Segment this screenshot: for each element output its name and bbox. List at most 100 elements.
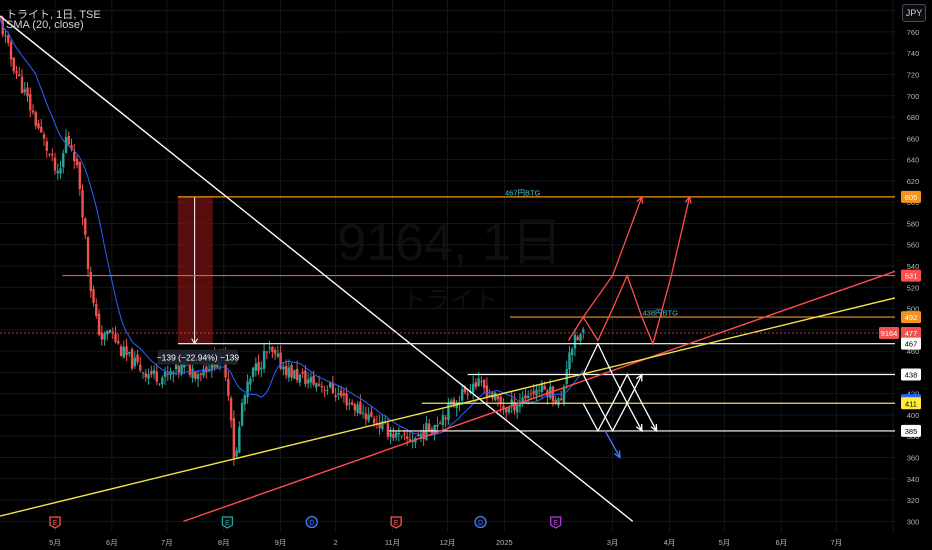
candle-body: [433, 424, 436, 436]
candle-body: [89, 271, 92, 291]
candle-body: [306, 379, 310, 384]
trendline-white: [0, 15, 634, 522]
candle-body: [304, 370, 307, 385]
price-badge-bg: [901, 311, 921, 324]
event-marker-earnings: [550, 516, 562, 529]
candle-body: [339, 390, 343, 397]
candle-body: [117, 341, 120, 344]
candle-body: [543, 385, 546, 390]
candle-body: [86, 237, 90, 270]
candle-body: [18, 74, 21, 76]
candle-body: [4, 35, 7, 37]
candle-body: [78, 162, 81, 190]
candle-body: [7, 35, 10, 43]
candle-body: [392, 434, 395, 439]
y-tick-label: 560: [907, 241, 920, 250]
candle-body: [155, 371, 159, 382]
candle-body: [378, 422, 381, 429]
currency-button[interactable]: JPY: [902, 4, 926, 22]
candle-body: [524, 395, 527, 399]
candle-body: [441, 415, 445, 425]
price-badge-bg: [901, 269, 921, 282]
event-marker-earnings: [221, 516, 234, 529]
candle-body: [246, 381, 249, 397]
candle-body: [282, 366, 285, 370]
candle-body: [315, 382, 318, 388]
price-badge-bg: [901, 327, 921, 340]
candle-body: [29, 93, 32, 111]
candle-body: [507, 406, 511, 413]
candle-body: [337, 393, 340, 395]
candle-body: [163, 371, 167, 377]
candle-body: [12, 57, 15, 72]
grid: [0, 0, 895, 532]
candle-body: [551, 386, 555, 402]
y-tick-label: 320: [907, 496, 920, 505]
candle-body: [359, 402, 362, 415]
candle-body: [557, 398, 560, 406]
event-marker-earnings: [390, 516, 402, 529]
candle-body: [9, 41, 13, 60]
candle-body: [191, 368, 194, 378]
x-tick-label: 6月: [775, 538, 787, 547]
candle-body: [488, 395, 491, 397]
x-tick-label: 2: [334, 538, 338, 547]
candle-body: [342, 393, 346, 396]
candle-body: [15, 70, 18, 74]
candle-body: [202, 368, 205, 376]
candle-body: [166, 373, 170, 375]
y-tick-label: 460: [907, 347, 920, 356]
candle-body: [444, 417, 447, 420]
x-tick-label: 9月: [275, 538, 287, 547]
candle-body: [227, 378, 230, 396]
candle-body: [268, 347, 271, 349]
candle-body: [31, 110, 35, 113]
candle-body: [273, 350, 277, 354]
scenario-arrowhead: [650, 423, 658, 433]
price-badge-label: 467: [905, 340, 918, 349]
candle-body: [422, 431, 425, 440]
y-tick-label: 760: [907, 28, 920, 37]
price-badge-label: 477: [905, 329, 918, 338]
candle-body: [466, 393, 469, 395]
candle-body: [53, 157, 57, 171]
candle-body: [106, 330, 109, 335]
x-tick-label: 7月: [830, 538, 842, 547]
y-tick-label: 360: [907, 454, 920, 463]
candle-body: [293, 370, 296, 379]
candle-body: [125, 346, 128, 356]
watermark-symbol: 9164, 1日: [337, 214, 563, 272]
candle-body: [474, 382, 478, 388]
candle-body: [411, 441, 414, 443]
scenario-path: [582, 373, 658, 433]
candle-body: [229, 398, 233, 421]
candle-body: [540, 382, 544, 393]
candle-body: [532, 390, 535, 394]
candle-body: [538, 390, 541, 392]
candle-body: [515, 405, 519, 413]
price-badge-label: 605: [905, 193, 918, 202]
candle-body: [408, 439, 412, 442]
candle-body: [496, 395, 500, 400]
chart-title: トライト, 1日, TSE: [6, 9, 101, 21]
candle-body: [510, 399, 513, 405]
symbol-badge-bg: [879, 327, 899, 340]
x-tick-label: 7月: [161, 538, 173, 547]
scenario-path: [582, 196, 643, 318]
candle-body: [279, 352, 282, 369]
candle-body: [216, 363, 219, 368]
candle-body: [513, 401, 516, 411]
candle-body: [254, 363, 258, 371]
scenario-arrowhead: [636, 195, 644, 204]
candle-body: [62, 153, 65, 168]
candle-body: [40, 126, 43, 133]
candle-body: [111, 332, 114, 334]
hline-label: 467円BTG: [505, 188, 541, 197]
candle-body: [562, 386, 566, 403]
event-marker-earnings: [49, 516, 61, 529]
candle-body: [75, 158, 79, 166]
candle-body: [438, 423, 442, 425]
symbol-badge-label: 9164: [881, 329, 898, 338]
